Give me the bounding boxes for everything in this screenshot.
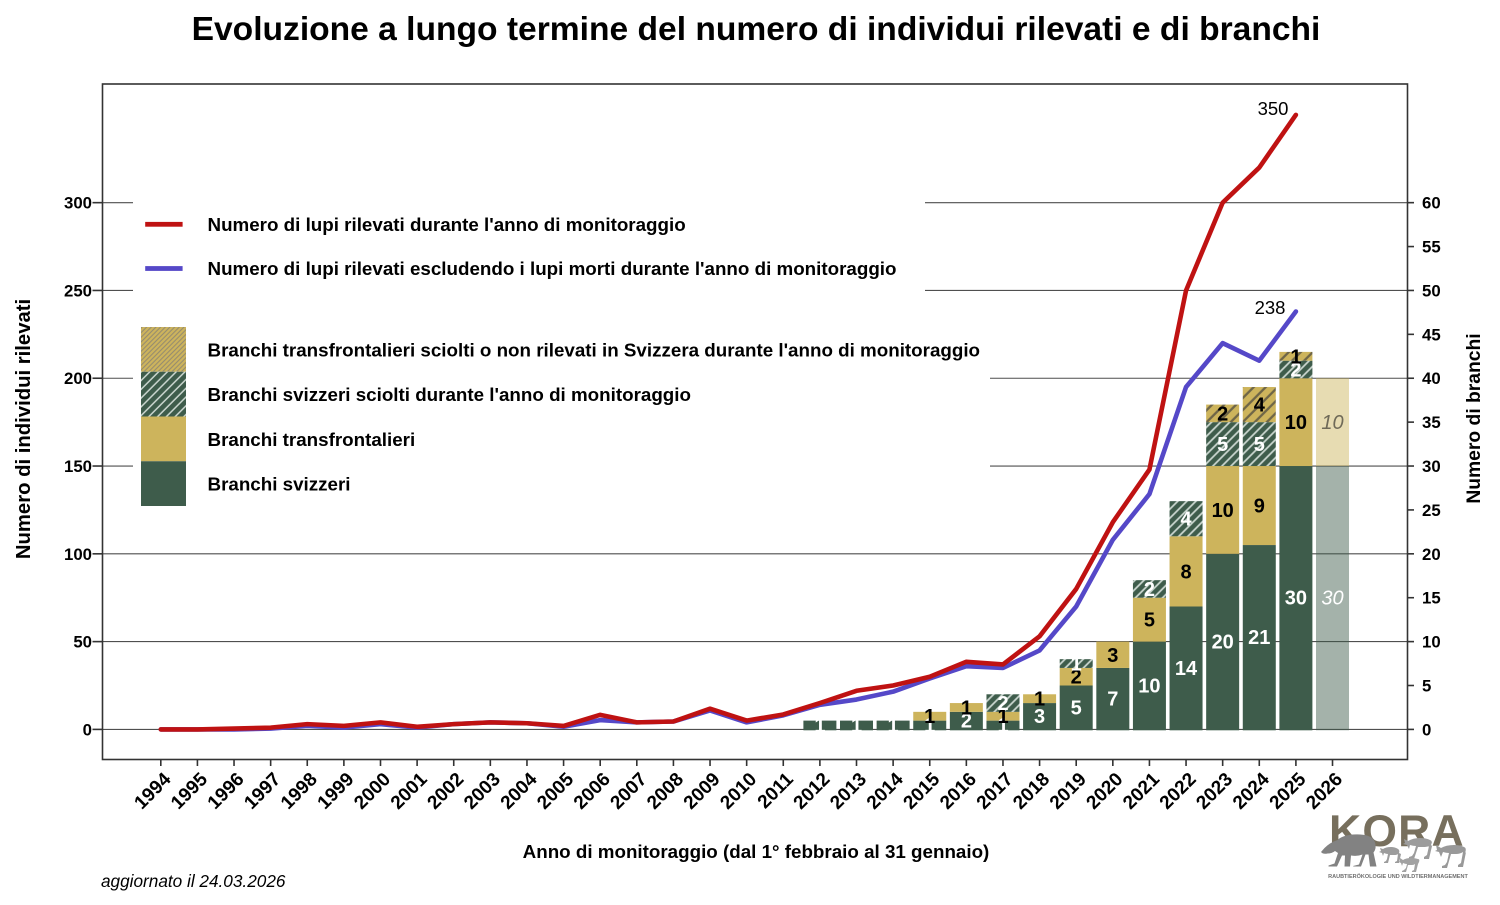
- svg-text:30: 30: [1285, 588, 1307, 610]
- svg-text:Branchi transfrontalieri sciol: Branchi transfrontalieri sciolti o non r…: [208, 339, 981, 360]
- svg-text:0: 0: [1422, 720, 1431, 739]
- svg-text:10: 10: [1138, 676, 1160, 698]
- svg-text:21: 21: [1248, 627, 1270, 649]
- svg-text:9: 9: [1254, 496, 1265, 518]
- svg-text:40: 40: [1422, 369, 1441, 388]
- svg-text:10: 10: [1321, 412, 1343, 434]
- svg-text:10: 10: [1422, 633, 1441, 652]
- svg-text:5: 5: [1071, 698, 1082, 720]
- svg-text:20: 20: [1422, 545, 1441, 564]
- svg-text:1: 1: [961, 698, 972, 720]
- svg-text:2: 2: [1071, 667, 1082, 689]
- svg-text:350: 350: [1258, 98, 1289, 119]
- svg-text:10: 10: [1212, 500, 1234, 522]
- svg-text:200: 200: [64, 369, 92, 388]
- svg-text:1: 1: [924, 715, 935, 737]
- svg-text:RAUBTIERÖKOLOGIE UND WILDTIERM: RAUBTIERÖKOLOGIE UND WILDTIERMANAGEMENT: [1328, 873, 1468, 880]
- svg-text:1: 1: [1290, 346, 1301, 368]
- svg-text:aggiornato il 24.03.2026: aggiornato il 24.03.2026: [101, 871, 286, 891]
- svg-text:7: 7: [1107, 689, 1118, 711]
- svg-text:60: 60: [1422, 194, 1441, 213]
- svg-text:1: 1: [997, 715, 1008, 737]
- svg-text:2: 2: [997, 693, 1008, 715]
- svg-text:10: 10: [1285, 412, 1307, 434]
- svg-text:5: 5: [1144, 610, 1155, 632]
- svg-text:300: 300: [64, 194, 92, 213]
- svg-text:30: 30: [1321, 588, 1343, 610]
- svg-text:1: 1: [814, 715, 825, 737]
- svg-text:1: 1: [851, 715, 862, 737]
- svg-text:250: 250: [64, 281, 92, 300]
- svg-text:1: 1: [997, 706, 1008, 728]
- svg-text:55: 55: [1422, 238, 1441, 257]
- svg-text:Branchi svizzeri sciolti duran: Branchi svizzeri sciolti durante l'anno …: [208, 384, 691, 405]
- svg-text:3: 3: [1107, 645, 1118, 667]
- svg-text:1: 1: [1034, 689, 1045, 711]
- svg-text:Numero di branchi: Numero di branchi: [1464, 333, 1485, 503]
- svg-text:2: 2: [1217, 403, 1228, 425]
- svg-text:8: 8: [1180, 561, 1191, 583]
- svg-text:4: 4: [1180, 509, 1192, 531]
- svg-text:2: 2: [1290, 360, 1301, 382]
- svg-text:1: 1: [1071, 654, 1082, 676]
- svg-text:15: 15: [1422, 589, 1441, 608]
- svg-text:5: 5: [1422, 677, 1431, 696]
- svg-text:50: 50: [1422, 281, 1441, 300]
- svg-text:150: 150: [64, 457, 92, 476]
- svg-text:Anno di monitoraggio (dal 1° f: Anno di monitoraggio (dal 1° febbraio al…: [523, 841, 990, 862]
- svg-text:4: 4: [1254, 395, 1266, 417]
- svg-text:Branchi svizzeri: Branchi svizzeri: [208, 474, 351, 495]
- svg-text:3: 3: [1034, 706, 1045, 728]
- svg-text:45: 45: [1422, 325, 1441, 344]
- svg-text:Numero di lupi rilevati durant: Numero di lupi rilevati durante l'anno d…: [208, 214, 686, 235]
- svg-text:Evoluzione a lungo termine del: Evoluzione a lungo termine del numero di…: [192, 11, 1321, 48]
- svg-text:2: 2: [961, 711, 972, 733]
- svg-text:Numero di individui rilevati: Numero di individui rilevati: [13, 299, 35, 559]
- svg-text:Branchi transfrontalieri: Branchi transfrontalieri: [208, 429, 416, 450]
- svg-text:100: 100: [64, 545, 92, 564]
- svg-text:2: 2: [1144, 579, 1155, 601]
- svg-text:1: 1: [924, 706, 935, 728]
- svg-text:5: 5: [1217, 434, 1228, 456]
- svg-text:0: 0: [83, 720, 92, 739]
- svg-text:Numero di lupi rilevati esclud: Numero di lupi rilevati escludendo i lup…: [208, 258, 897, 279]
- svg-text:25: 25: [1422, 501, 1441, 520]
- svg-text:30: 30: [1422, 457, 1441, 476]
- svg-text:238: 238: [1255, 297, 1286, 318]
- svg-text:1: 1: [888, 715, 899, 737]
- svg-text:35: 35: [1422, 413, 1441, 432]
- svg-text:14: 14: [1175, 658, 1198, 680]
- svg-text:50: 50: [73, 633, 92, 652]
- svg-text:5: 5: [1254, 434, 1265, 456]
- svg-text:20: 20: [1212, 632, 1234, 654]
